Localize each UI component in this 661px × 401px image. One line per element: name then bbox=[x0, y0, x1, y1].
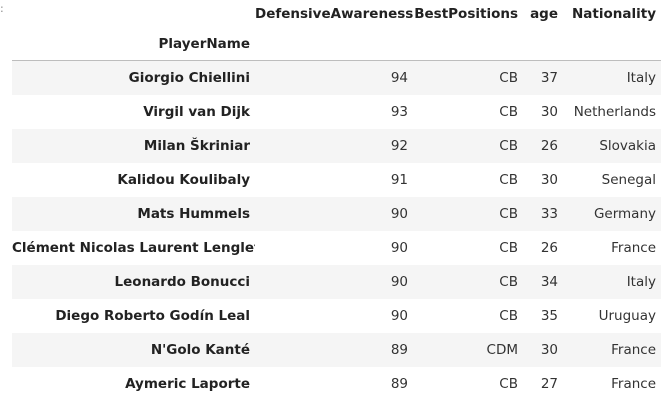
defensive-awareness-cell: 90 bbox=[390, 239, 408, 256]
best-positions-cell: CB bbox=[499, 239, 518, 256]
column-header-age: age bbox=[530, 5, 558, 22]
table-row: Diego Roberto Godín Leal 90 CB 35 Uruguay bbox=[12, 299, 661, 333]
table-body: Giorgio Chiellini 94 CB 37 Italy Virgil van D… bbox=[12, 60, 661, 401]
index-name-header: PlayerName bbox=[158, 35, 250, 52]
age-cell: 26 bbox=[540, 239, 558, 256]
nationality-cell: Italy bbox=[626, 273, 656, 290]
age-cell: 37 bbox=[540, 69, 558, 86]
nationality-cell: France bbox=[611, 375, 656, 392]
table-row: Virgil van Dijk 93 CB 30 Netherlands bbox=[12, 95, 661, 129]
defensive-awareness-cell: 89 bbox=[390, 341, 408, 358]
defensive-awareness-cell: 91 bbox=[390, 171, 408, 188]
defensive-awareness-cell: 90 bbox=[390, 273, 408, 290]
best-positions-cell: CB bbox=[499, 375, 518, 392]
output-prompt-mark: : bbox=[0, 2, 4, 15]
player-name-cell: Giorgio Chiellini bbox=[128, 69, 250, 86]
age-cell: 30 bbox=[540, 171, 558, 188]
column-header-defensive-awareness: DefensiveAwareness bbox=[255, 5, 413, 22]
nationality-cell: France bbox=[611, 341, 656, 358]
table-row: Leonardo Bonucci 90 CB 34 Italy bbox=[12, 264, 661, 299]
defensive-awareness-cell: 89 bbox=[390, 375, 408, 392]
player-name-cell: Leonardo Bonucci bbox=[114, 273, 250, 290]
player-name-cell: Milan Škriniar bbox=[143, 137, 250, 154]
age-cell: 30 bbox=[540, 341, 558, 358]
dataframe-table: DefensiveAwareness BestPositions age Nat… bbox=[12, 0, 661, 401]
best-positions-cell: CB bbox=[499, 205, 518, 222]
age-cell: 33 bbox=[540, 205, 558, 222]
best-positions-cell: CB bbox=[499, 273, 518, 290]
nationality-cell: Uruguay bbox=[598, 307, 656, 324]
best-positions-cell: CB bbox=[499, 103, 518, 120]
column-header-nationality: Nationality bbox=[572, 5, 656, 22]
column-header-row: DefensiveAwareness BestPositions age Nat… bbox=[12, 0, 661, 27]
best-positions-cell: CB bbox=[499, 137, 518, 154]
table-row: Clément Nicolas Laurent Lenglet 90 CB 26 Fra… bbox=[12, 231, 661, 265]
defensive-awareness-cell: 90 bbox=[390, 205, 408, 222]
nationality-cell: Slovakia bbox=[599, 137, 656, 154]
best-positions-cell: CDM bbox=[486, 341, 518, 358]
player-name-cell: Virgil van Dijk bbox=[143, 103, 250, 120]
player-name-cell: N'Golo Kanté bbox=[150, 341, 250, 358]
defensive-awareness-cell: 94 bbox=[390, 69, 408, 86]
table-row: N'Golo Kanté 89 CDM 30 France bbox=[12, 332, 661, 367]
nationality-cell: Netherlands bbox=[573, 103, 656, 120]
age-cell: 34 bbox=[540, 273, 558, 290]
player-name-cell: Mats Hummels bbox=[137, 205, 250, 222]
player-name-cell: Aymeric Laporte bbox=[125, 375, 250, 392]
nationality-cell: France bbox=[611, 239, 656, 256]
blank-header-cell bbox=[12, 0, 255, 27]
table-row: Giorgio Chiellini 94 CB 37 Italy bbox=[12, 60, 661, 95]
player-name-cell: Kalidou Koulibaly bbox=[117, 171, 250, 188]
table-row: Milan Škriniar 92 CB 26 Slovakia bbox=[12, 128, 661, 163]
nationality-cell: Senegal bbox=[601, 171, 656, 188]
column-header-best-positions: BestPositions bbox=[414, 5, 518, 22]
table-row: Kalidou Koulibaly 91 CB 30 Senegal bbox=[12, 163, 661, 197]
best-positions-cell: CB bbox=[499, 307, 518, 324]
nationality-cell: Italy bbox=[626, 69, 656, 86]
index-name-row: PlayerName bbox=[12, 27, 661, 61]
nationality-cell: Germany bbox=[593, 205, 656, 222]
age-cell: 27 bbox=[540, 375, 558, 392]
table-row: Aymeric Laporte 89 CB 27 France bbox=[12, 367, 661, 401]
defensive-awareness-cell: 90 bbox=[390, 307, 408, 324]
player-name-cell: Diego Roberto Godín Leal bbox=[55, 307, 250, 324]
best-positions-cell: CB bbox=[499, 171, 518, 188]
defensive-awareness-cell: 92 bbox=[390, 137, 408, 154]
age-cell: 26 bbox=[540, 137, 558, 154]
age-cell: 35 bbox=[540, 307, 558, 324]
player-name-cell: Clément Nicolas Laurent Lenglet bbox=[12, 239, 255, 256]
table-row: Mats Hummels 90 CB 33 Germany bbox=[12, 196, 661, 231]
defensive-awareness-cell: 93 bbox=[390, 103, 408, 120]
table-header: DefensiveAwareness BestPositions age Nat… bbox=[12, 0, 661, 61]
age-cell: 30 bbox=[540, 103, 558, 120]
best-positions-cell: CB bbox=[499, 69, 518, 86]
